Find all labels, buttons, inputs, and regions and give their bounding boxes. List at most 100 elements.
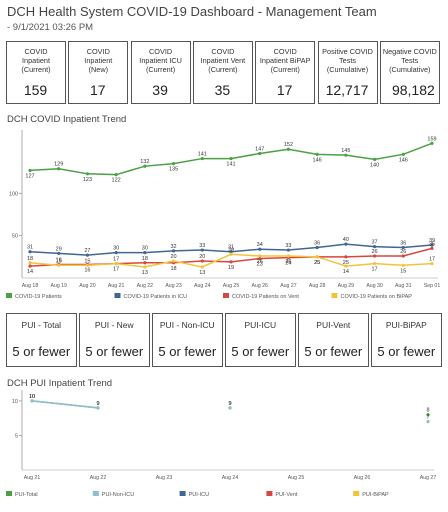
data-label-covid-19-patients: 132 [140,159,149,165]
data-point-covid-19-patients-in-icu[interactable] [315,245,319,250]
kpi-card-negative-covid-tests-cumulative[interactable]: Negative COVID Tests (Cumulative) 98,182 [379,41,440,104]
data-point-covid-19-patients-in-icu[interactable] [85,253,90,257]
data-point-covid-19-patients-on-bipap[interactable] [57,263,61,267]
data-point-covid-19-patients-on-vent[interactable] [372,254,377,258]
kpi-card-positive-covid-tests-cumulative[interactable]: Positive COVID Tests (Cumulative) 12,717 [317,41,378,104]
data-point-pui-non-icu[interactable] [96,406,100,410]
data-point-covid-19-patients-in-icu[interactable] [171,249,176,253]
data-point-covid-19-patients[interactable] [28,168,32,173]
kpi-card-covid-inpatient-new[interactable]: COVID Inpatient (New) 17 [68,41,129,104]
kpi-card-covid-inpatient-bipap-current[interactable]: COVID Inpatient BiPAP (Current) 17 [255,41,316,104]
data-point-covid-19-patients-on-bipap[interactable] [430,262,434,266]
y-tick-label: 50 [12,234,18,240]
kpi-value: 39 [152,82,168,98]
data-point-covid-19-patients[interactable] [401,152,405,156]
data-point-covid-19-patients[interactable] [171,162,176,166]
data-point-covid-19-patients[interactable] [315,152,319,156]
data-label-covid-19-patients-on-vent: 18 [171,266,177,272]
x-tick-label: Aug 27 [280,283,297,289]
data-label-covid-19-patients-on-bipap: 28 [228,247,234,253]
data-point-covid-19-patients-on-bipap[interactable] [114,262,118,266]
legend-label-pui-non-icu: PUI-Non-ICU [102,492,134,498]
data-label-covid-19-patients-on-bipap: 18 [27,256,33,262]
data-point-covid-19-patients-on-bipap[interactable] [401,263,405,267]
pui-card-pui-non-icu[interactable]: PUI - Non-ICU 5 or fewer [152,313,223,367]
data-label-covid-19-patients-on-bipap: 25 [314,260,320,266]
series-line-pui-non-icu [31,400,99,409]
data-label-covid-19-patients-on-vent: 19 [228,265,234,271]
data-label-covid-19-patients-in-icu: 30 [113,246,119,252]
x-tick-label: Sep 01 [424,283,441,289]
data-point-covid-19-patients-in-icu[interactable] [286,248,291,252]
data-point-covid-19-patients-on-vent[interactable] [258,256,262,261]
data-point-covid-19-patients-in-icu[interactable] [401,245,405,250]
pui-value: 5 or fewer [12,344,71,359]
kpi-card-covid-inpatient-icu-current[interactable]: COVID Inpatient ICU (Current) 39 [130,41,191,104]
data-point-covid-19-patients[interactable] [143,164,147,168]
data-point-covid-19-patients-on-vent[interactable] [143,261,147,265]
data-point-covid-19-patients[interactable] [430,141,434,145]
data-point-covid-19-patients-on-bipap[interactable] [200,265,204,269]
pui-card-pui-new[interactable]: PUI - New 5 or fewer [79,313,150,367]
data-point-pui-non-icu[interactable] [426,420,430,424]
data-point-covid-19-patients-on-vent[interactable] [401,254,405,258]
data-point-covid-19-patients[interactable] [200,156,204,161]
data-label-covid-19-patients: 141 [226,162,235,168]
data-point-covid-19-patients-on-bipap[interactable] [372,262,377,266]
data-point-covid-19-patients-on-bipap[interactable] [28,261,32,265]
pui-card-pui-total[interactable]: PUI - Total 5 or fewer [6,313,77,367]
data-point-covid-19-patients[interactable] [85,172,90,176]
kpi-card-covid-inpatient-current[interactable]: COVID Inpatient (Current) 159 [6,41,66,104]
pui-card-pui-vent[interactable]: PUI-Vent 5 or fewer [298,313,369,367]
data-point-covid-19-patients-on-bipap[interactable] [344,264,348,268]
pui-card-pui-icu[interactable]: PUI-ICU 5 or fewer [225,313,296,367]
data-point-covid-19-patients-in-icu[interactable] [114,250,118,255]
data-label-covid-19-patients-on-bipap: 13 [199,270,205,276]
data-point-covid-19-patients-in-icu[interactable] [229,250,233,254]
data-point-covid-19-patients-in-icu[interactable] [372,245,377,249]
data-point-pui-non-icu[interactable] [30,399,34,403]
data-point-covid-19-patients-on-bipap[interactable] [286,254,291,258]
data-point-covid-19-patients-in-icu[interactable] [57,251,61,256]
data-point-covid-19-patients[interactable] [286,147,291,151]
pui-card-pui-bipap[interactable]: PUI-BiPAP 5 or fewer [371,313,442,367]
legend-swatch-covid-19-patients-in-icu [114,293,121,298]
data-point-covid-19-patients-in-icu[interactable] [344,242,348,246]
data-point-covid-19-patients-on-bipap[interactable] [229,252,233,256]
data-label-covid-19-patients-on-bipap: 15 [400,268,406,274]
pui-value: 5 or fewer [231,344,290,359]
data-point-covid-19-patients-in-icu[interactable] [143,250,147,255]
data-point-covid-19-patients-on-bipap[interactable] [315,255,319,259]
data-point-covid-19-patients[interactable] [258,151,262,156]
data-point-covid-19-patients[interactable] [114,173,118,177]
data-point-pui-total[interactable] [426,413,430,417]
dashboard-timestamp: - 9/1/2021 03:26 PM [7,22,94,33]
data-point-covid-19-patients-in-icu[interactable] [28,250,32,254]
pui-label: PUI-Vent [316,320,351,330]
data-point-covid-19-patients-on-vent[interactable] [200,259,204,263]
data-point-covid-19-patients[interactable] [57,167,61,171]
data-label-covid-19-patients-on-vent: 24 [285,261,291,267]
data-point-covid-19-patients-on-vent[interactable] [28,264,32,268]
data-point-covid-19-patients-in-icu[interactable] [430,243,434,247]
data-label-covid-19-patients: 146 [399,157,408,163]
data-point-covid-19-patients[interactable] [372,157,377,162]
data-point-covid-19-patients-on-bipap[interactable] [85,263,90,267]
inpatient-trend-title: DCH COVID Inpatient Trend [7,114,127,125]
data-point-pui-non-icu[interactable] [228,406,232,410]
data-point-covid-19-patients-in-icu[interactable] [258,247,262,251]
data-point-covid-19-patients-in-icu[interactable] [200,248,204,252]
data-point-covid-19-patients-on-vent[interactable] [430,246,434,250]
data-point-covid-19-patients-on-vent[interactable] [229,260,233,264]
data-point-covid-19-patients[interactable] [344,153,348,157]
data-label-covid-19-patients-in-icu: 39 [429,238,435,244]
data-point-covid-19-patients-on-bipap[interactable] [143,265,147,269]
kpi-card-covid-inpatient-vent-current[interactable]: COVID Inpatient Vent (Current) 35 [192,41,253,104]
x-tick-label: Aug 24 [194,283,211,289]
data-label-covid-19-patients-in-icu: 37 [372,240,378,246]
data-point-covid-19-patients-on-bipap[interactable] [258,254,262,258]
data-label-pui-total: 9 [96,401,99,407]
data-point-covid-19-patients-on-bipap[interactable] [171,259,176,263]
data-point-covid-19-patients[interactable] [229,156,233,161]
data-point-covid-19-patients-on-vent[interactable] [344,255,348,259]
